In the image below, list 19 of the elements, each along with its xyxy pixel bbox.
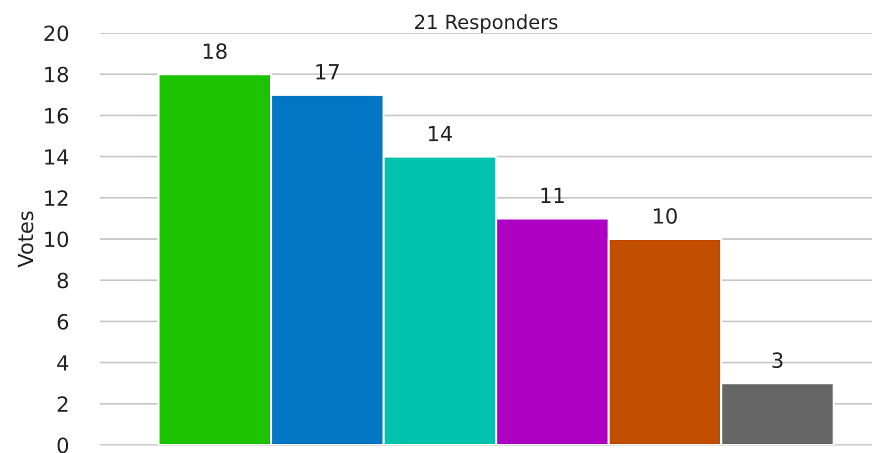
y-tick-label: 0: [58, 437, 68, 453]
data-label: 17: [316, 64, 339, 80]
data-label: 3: [772, 352, 782, 368]
data-label: 14: [428, 126, 452, 142]
data-label: 11: [541, 188, 564, 203]
y-tick-label: 8: [58, 272, 68, 288]
y-tick-label: 14: [45, 149, 68, 165]
y-tick-label: 4: [57, 355, 68, 371]
chart-title: 21 Responders: [415, 14, 558, 33]
y-tick-label: 18: [45, 66, 68, 82]
y-tick-label: 6: [58, 314, 68, 330]
y-tick-label: 16: [45, 108, 68, 124]
data-label: 10: [654, 208, 677, 224]
y-axis-title: Votes: [18, 211, 34, 268]
data-label: 18: [204, 43, 227, 60]
y-tick-label: 20: [44, 25, 68, 42]
y-tick-label: 2: [58, 396, 68, 412]
y-tick-label: 12: [45, 190, 68, 206]
y-tick-label: 10: [45, 231, 68, 248]
